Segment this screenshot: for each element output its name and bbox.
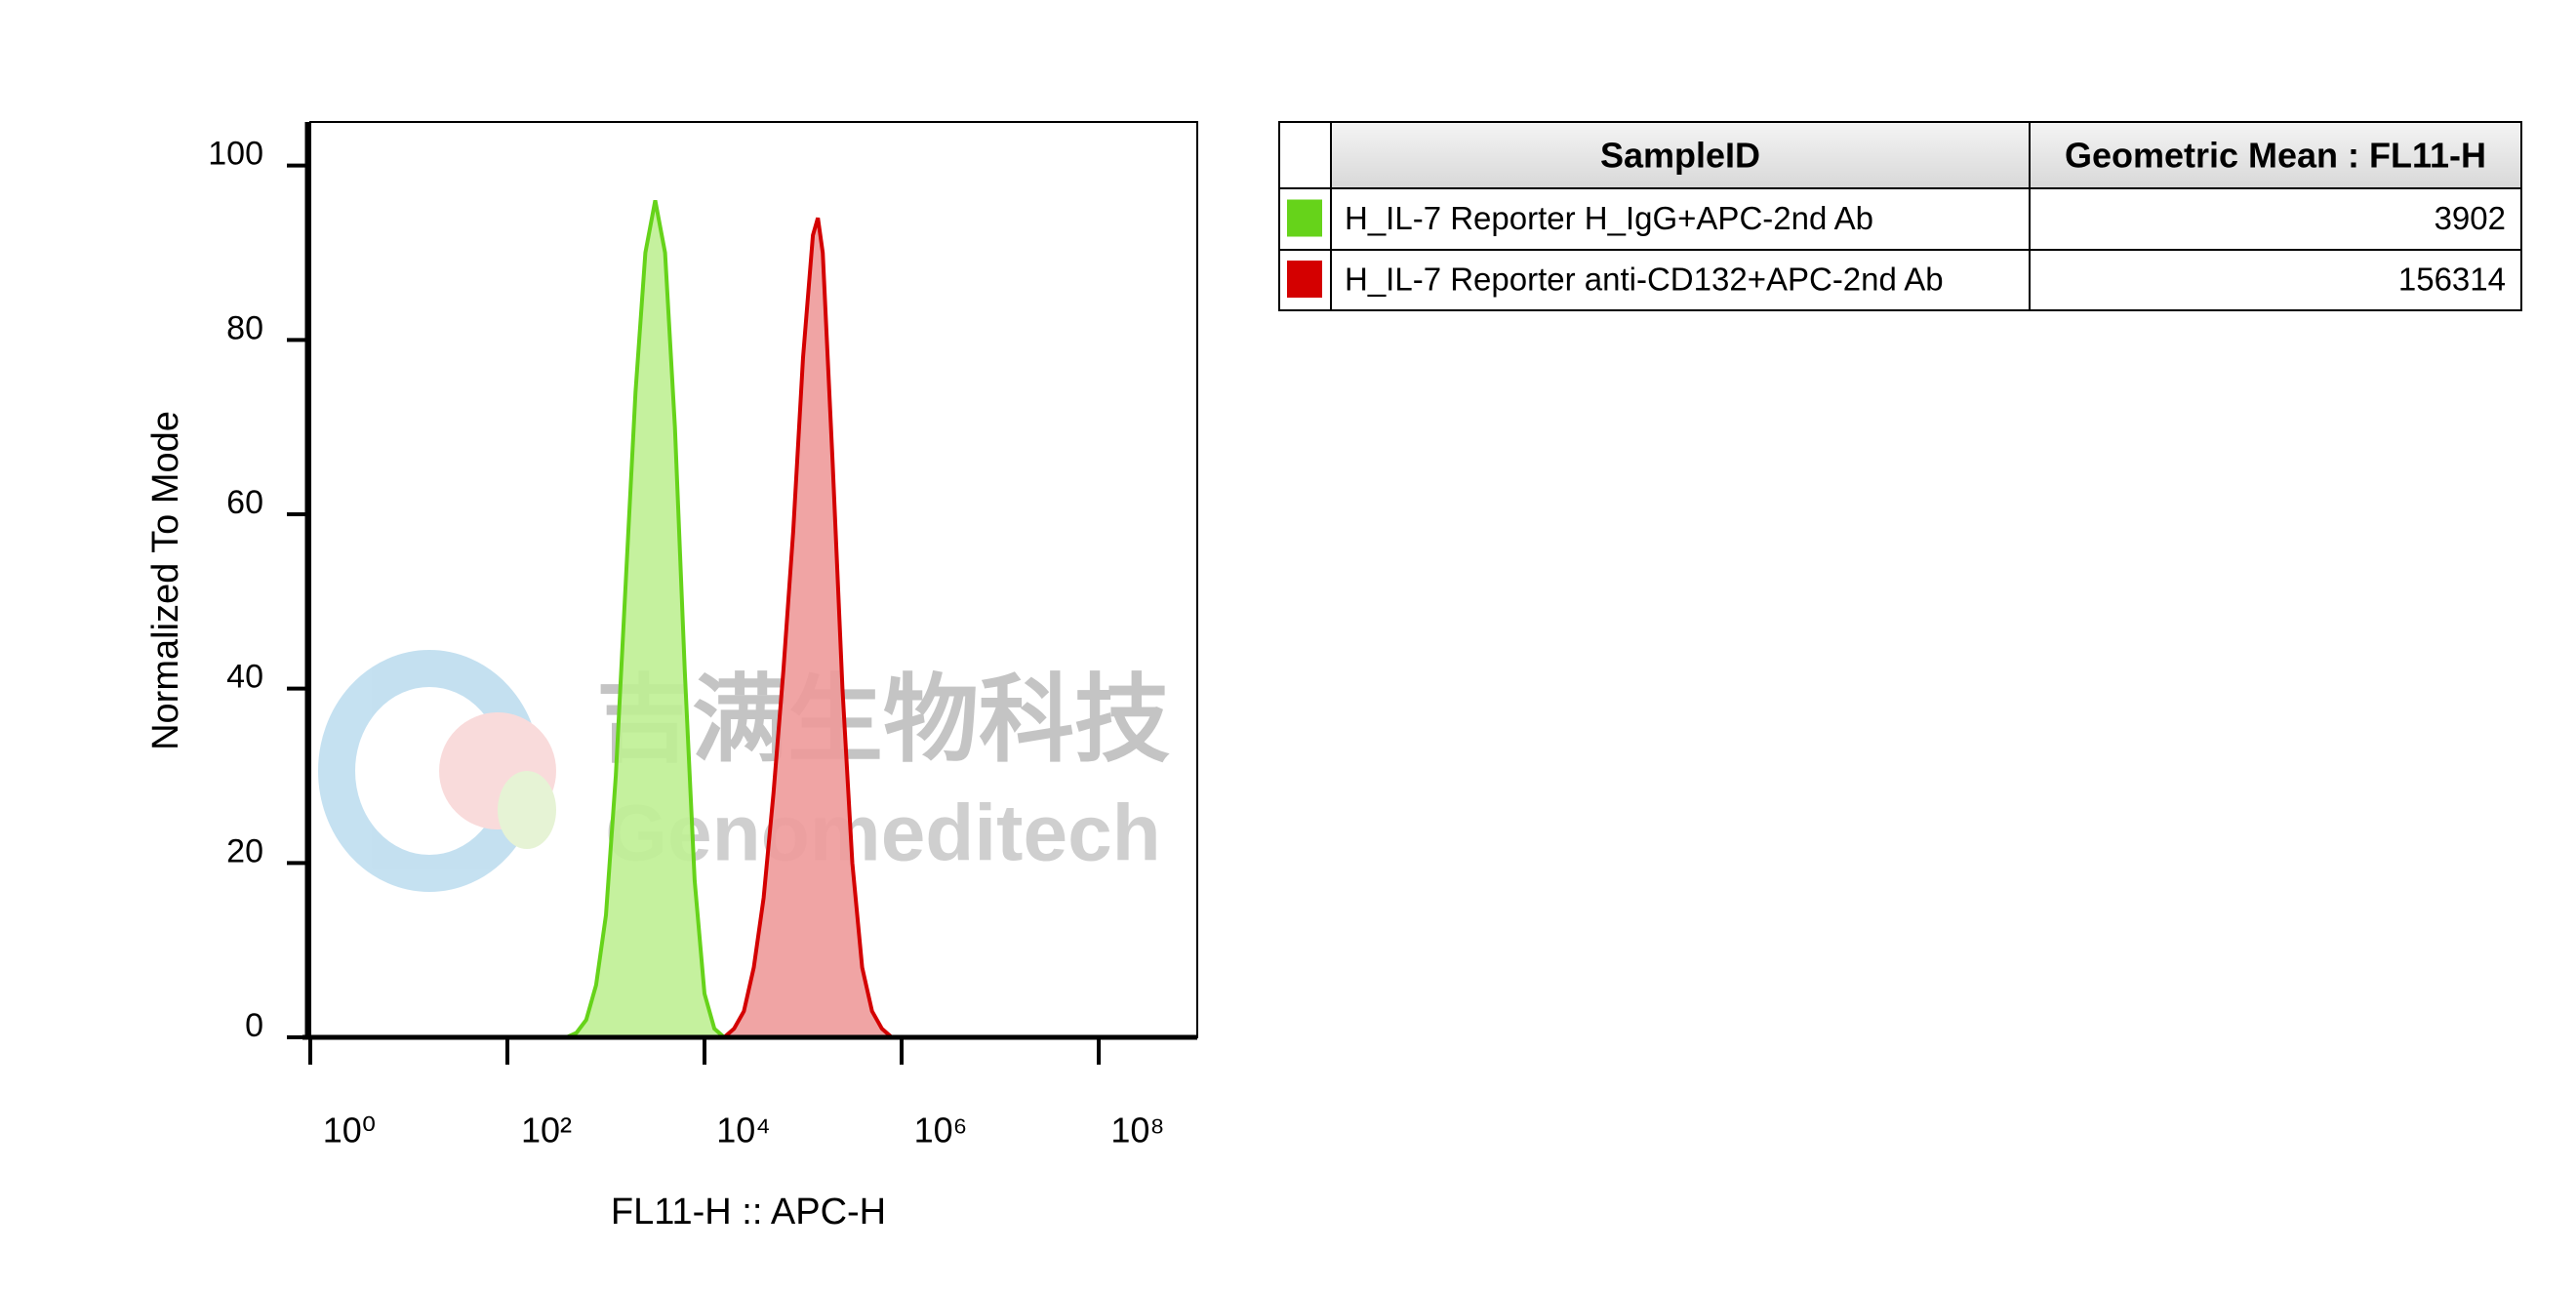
column-header: Geometric Mean : FL11-H (2065, 136, 2486, 176)
x-axis-label: FL11-H :: APC-H (611, 1192, 886, 1232)
sample-id: H_IL-7 Reporter anti-CD132+APC-2nd Ab (1345, 262, 1944, 298)
x-tick-label: 10⁰ (323, 1111, 376, 1151)
line (310, 217, 1197, 1039)
y-tick-label: 60 (226, 484, 263, 521)
geo-mean: 3902 (2435, 200, 2506, 236)
area-fill (310, 200, 1197, 1037)
column-header: SampleID (1600, 136, 1760, 176)
x-tick-label: 10⁸ (1110, 1111, 1164, 1151)
x-tick-label: 10² (521, 1111, 572, 1151)
watermark-cn: 吉满生物科技 (596, 666, 1170, 773)
plot (310, 200, 1197, 1039)
table: SampleID Geometric Mean : FL11-H H_IL-7 Re… (1278, 121, 2522, 311)
x-tick-label: 10⁶ (914, 1111, 968, 1151)
y-tick-label: 40 (226, 659, 263, 696)
watermark-logo (318, 650, 556, 892)
area-fill (310, 218, 1197, 1038)
line (310, 200, 1197, 1039)
color-key (1287, 261, 1322, 298)
y-tick-label: 100 (208, 136, 263, 173)
color-key (1287, 199, 1322, 237)
plot-frame (309, 121, 1198, 1038)
watermark-en: Genomeditech (605, 789, 1161, 878)
y-tick-label: 20 (226, 832, 263, 869)
header-bg (1331, 122, 2521, 188)
geo-mean: 156314 (2398, 262, 2506, 298)
sample-id: H_IL-7 Reporter H_IgG+APC-2nd Ab (1345, 200, 1873, 236)
x-tick-label: 10⁴ (716, 1111, 771, 1151)
y-axis-label: Normalized To Mode (145, 411, 186, 750)
y-tick-label: 0 (245, 1007, 263, 1044)
y-tick-label: 80 (226, 309, 263, 346)
table-border (1278, 121, 2522, 311)
